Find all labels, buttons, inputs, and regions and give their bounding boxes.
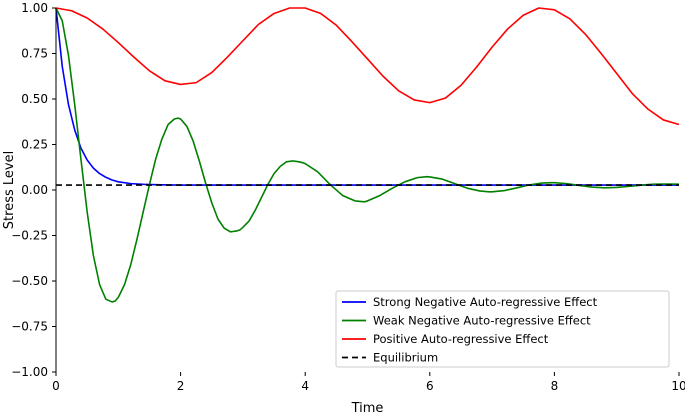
x-tick-label: 4 bbox=[301, 379, 309, 393]
x-tick-label: 6 bbox=[426, 379, 434, 393]
y-tick-label: −0.25 bbox=[11, 229, 48, 243]
y-tick-label: 0.50 bbox=[21, 92, 48, 106]
series-layer bbox=[55, 7, 680, 303]
ticks-layer: 0 2 4 6 8 10 −1.00 −0.75 −0.50 −0.25 0.00 0.25 0.50 0… bbox=[11, 1, 685, 393]
x-axis-title: Time bbox=[351, 401, 384, 416]
series-line-2 bbox=[55, 7, 680, 303]
legend-label: Equilibrium bbox=[373, 351, 438, 365]
y-tick-label: 0.25 bbox=[21, 138, 48, 152]
x-tick-label: 2 bbox=[177, 379, 185, 393]
legend-label: Positive Auto-regressive Effect bbox=[373, 332, 549, 346]
series-line-3 bbox=[55, 7, 680, 126]
x-tick-label: 10 bbox=[671, 379, 685, 393]
x-tick-label: 0 bbox=[52, 379, 60, 393]
legend-label: Strong Negative Auto-regressive Effect bbox=[373, 295, 598, 309]
y-tick-label: −0.50 bbox=[11, 274, 48, 288]
y-tick-label: −1.00 bbox=[11, 365, 48, 379]
legend-box bbox=[335, 290, 670, 368]
y-tick-label: −0.75 bbox=[11, 320, 48, 334]
y-tick-label: 0.00 bbox=[21, 183, 48, 197]
legend: Strong Negative Auto-regressive Effect We… bbox=[335, 290, 670, 368]
y-tick-label: 0.75 bbox=[21, 47, 48, 61]
x-tick-label: 8 bbox=[551, 379, 559, 393]
legend-label: Weak Negative Auto-regressive Effect bbox=[373, 314, 591, 328]
y-tick-label: 1.00 bbox=[21, 1, 48, 15]
legend-items: Strong Negative Auto-regressive Effect We… bbox=[342, 295, 598, 365]
y-axis-title: Stress Level bbox=[2, 151, 17, 229]
